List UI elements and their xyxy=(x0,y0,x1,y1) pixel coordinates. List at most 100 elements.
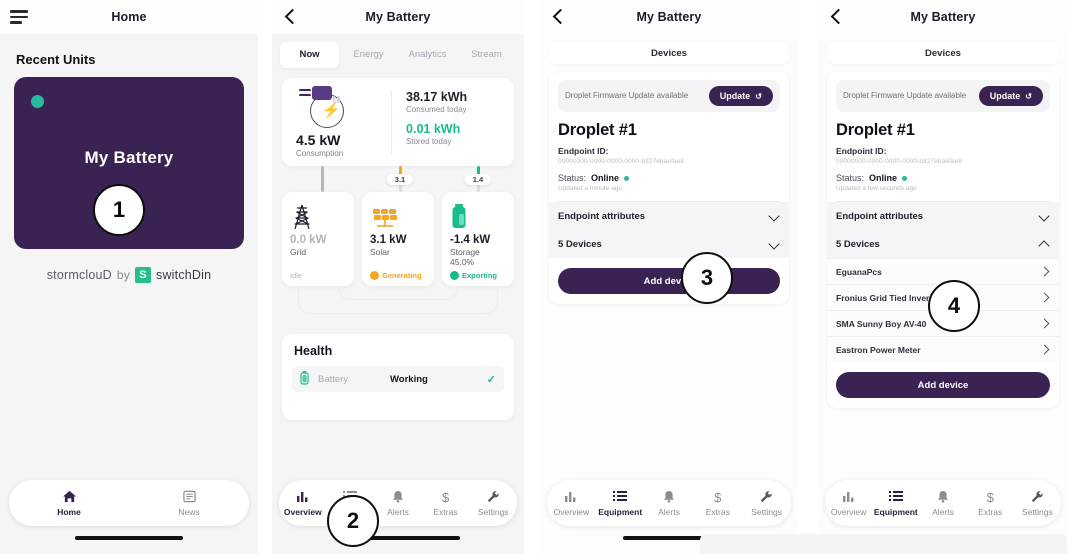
nav-item-alerts[interactable]: Alerts xyxy=(919,490,966,517)
segment-devices[interactable]: Devices xyxy=(827,42,1059,64)
health-row-battery[interactable]: Battery Working ✓ xyxy=(292,366,504,392)
brand-footer: stormclouD by S switchDin xyxy=(0,267,258,283)
bell-icon xyxy=(919,490,966,505)
nav-label-settings: Settings xyxy=(477,506,509,517)
endpoint-id-value: 00000000-0000-0000-0000-b827ebaefae8 xyxy=(836,158,963,165)
nav-item-settings[interactable]: Settings xyxy=(1014,490,1061,517)
nav-item-overview[interactable]: Overview xyxy=(279,490,327,517)
tab-bar: Now Energy Analytics Stream xyxy=(280,42,516,68)
tab-stream[interactable]: Stream xyxy=(471,49,502,60)
home-icon xyxy=(9,490,129,505)
nav-label-settings: Settings xyxy=(1022,506,1053,517)
firmware-update-text: Droplet Firmware Update available xyxy=(843,90,967,100)
accordion-label-endpoint-attributes: Endpoint attributes xyxy=(836,210,924,222)
status-updated-text: Updated a few seconds ago xyxy=(836,185,917,192)
tile-label-solar: Solar xyxy=(370,247,390,257)
nav-item-extras[interactable]: $ Extras xyxy=(967,490,1014,517)
flow-solar: 3.1 xyxy=(372,166,428,192)
panel2-header: My Battery xyxy=(272,0,524,34)
flow-value-storage: 1.4 xyxy=(464,174,492,185)
tile-storage[interactable]: -1.4 kW Storage 45.0% Exporting xyxy=(442,192,514,286)
summary-card: ⚡ 4.5 kW Consumption 38.17 kWh Consumed … xyxy=(282,78,514,166)
update-button[interactable]: Update ↺ xyxy=(978,86,1043,106)
flow-value-solar: 3.1 xyxy=(386,174,414,185)
tile-badge-grid: Idle xyxy=(290,271,346,280)
bottom-nav-equipment: Overview Equipment Alerts $ Extras xyxy=(547,480,791,526)
firmware-update-banner: Droplet Firmware Update available Update… xyxy=(558,80,780,112)
callout-badge-4: 4 xyxy=(928,280,980,332)
tile-solar[interactable]: 3.1 kW Solar Generating xyxy=(362,192,434,286)
consumed-today-value: 38.17 kWh xyxy=(406,90,468,104)
bottom-nav-overview: Overview Equipment Alerts $ Extras xyxy=(279,480,517,526)
update-button[interactable]: Update ↺ xyxy=(708,86,773,106)
news-icon xyxy=(129,490,249,505)
bell-icon xyxy=(645,490,694,505)
chart-bars-icon xyxy=(825,490,872,505)
nav-item-alerts[interactable]: Alerts xyxy=(645,490,694,517)
nav-item-equipment[interactable]: Equipment xyxy=(872,490,919,517)
nav-label-overview: Overview xyxy=(553,506,590,517)
segment-devices[interactable]: Devices xyxy=(549,42,789,64)
tile-value-grid: 0.0 kW xyxy=(290,234,327,246)
flow-branch-lines xyxy=(298,286,498,328)
nav-item-extras[interactable]: $ Extras xyxy=(693,490,742,517)
nav-item-extras[interactable]: $ Extras xyxy=(422,490,470,517)
health-state-battery: Working xyxy=(390,373,428,385)
nav-label-alerts: Alerts xyxy=(658,506,680,517)
nav-item-settings[interactable]: Settings xyxy=(469,490,517,517)
divider xyxy=(836,201,1050,202)
page-title: My Battery xyxy=(636,10,702,24)
nav-label-alerts: Alerts xyxy=(387,506,409,517)
health-name-battery: Battery xyxy=(318,373,349,385)
nav-item-alerts[interactable]: Alerts xyxy=(374,490,422,517)
tile-badge-text-storage: Exporting xyxy=(462,271,497,280)
tab-analytics[interactable]: Analytics xyxy=(408,49,447,60)
nav-item-home[interactable]: Home xyxy=(9,490,129,517)
accordion-label-devices: 5 Devices xyxy=(558,238,602,250)
tile-badge-storage: Exporting xyxy=(450,271,506,280)
add-device-button[interactable]: Add device xyxy=(836,372,1050,398)
chevron-down-icon xyxy=(769,239,780,250)
plug-energy-icon: ⚡ xyxy=(296,86,354,130)
tile-grid[interactable]: 0.0 kW Grid Idle xyxy=(282,192,354,286)
branch-inner xyxy=(338,286,458,300)
phone-screen-home: Home Recent Units My Battery stormclouD … xyxy=(0,0,258,554)
nav-item-news[interactable]: News xyxy=(129,490,249,517)
nav-item-equipment[interactable]: Equipment xyxy=(596,490,645,517)
droplet-title: Droplet #1 xyxy=(836,121,915,139)
accordion-endpoint-attributes[interactable]: Endpoint attributes xyxy=(827,202,1059,230)
switchdin-logo-icon: S xyxy=(135,267,151,283)
chart-bars-icon xyxy=(279,490,327,505)
tab-now[interactable]: Now xyxy=(280,42,339,68)
nav-item-settings[interactable]: Settings xyxy=(742,490,791,517)
nav-item-overview[interactable]: Overview xyxy=(825,490,872,517)
nav-label-extras: Extras xyxy=(978,506,1003,517)
source-tiles: 0.0 kW Grid Idle 3.1 kW Solar Generating xyxy=(282,192,514,286)
panel1-header: Home xyxy=(0,0,258,34)
nav-label-news: News xyxy=(178,506,200,517)
home-indicator xyxy=(622,536,731,540)
status-line: Status: Online xyxy=(836,173,1050,183)
list-item[interactable]: Eastron Power Meter xyxy=(827,336,1059,362)
nav-item-overview[interactable]: Overview xyxy=(547,490,596,517)
wrench-icon xyxy=(469,490,517,505)
flow-storage: 1.4 xyxy=(450,166,506,192)
add-device-button[interactable]: Add device xyxy=(558,268,780,294)
section-title-recent-units: Recent Units xyxy=(16,52,96,67)
accordion-devices[interactable]: 5 Devices xyxy=(549,230,789,258)
badge-dot-exporting-icon xyxy=(450,271,459,280)
phone-screen-overview: My Battery Now Energy Analytics Stream ⚡… xyxy=(272,0,524,554)
tab-energy[interactable]: Energy xyxy=(353,49,384,60)
nav-label-home: Home xyxy=(57,506,81,517)
chevron-right-icon xyxy=(1041,319,1050,328)
nav-label-alerts: Alerts xyxy=(932,506,954,517)
accordion-devices[interactable]: 5 Devices xyxy=(827,230,1059,258)
hamburger-icon[interactable] xyxy=(10,10,32,24)
list-item[interactable]: EguanaPcs xyxy=(827,258,1059,284)
phone-screen-devices-collapsed: My Battery Devices Droplet Firmware Upda… xyxy=(540,0,798,554)
accordion-endpoint-attributes[interactable]: Endpoint attributes xyxy=(549,202,789,230)
page-title: Home xyxy=(111,10,147,24)
home-indicator xyxy=(351,536,460,540)
check-icon: ✓ xyxy=(486,373,496,386)
